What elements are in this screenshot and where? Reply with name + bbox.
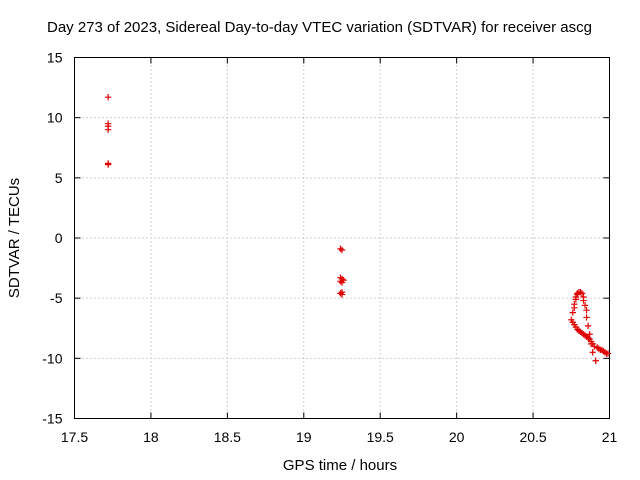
x-tick-label: 20.5 [519,429,546,445]
data-point [583,314,590,321]
data-point [337,278,344,285]
data-point [591,343,598,350]
data-point [569,309,577,316]
data-point [577,288,584,296]
data-point [604,350,612,357]
axis-ticks [74,57,610,419]
data-point [592,357,599,364]
data-point [581,302,589,309]
data-point [580,297,587,304]
y-tick-label: 5 [55,170,63,186]
data-points [104,94,612,364]
y-tick-label: 15 [47,50,63,66]
data-point [337,290,344,297]
x-tick-label: 18 [143,429,159,445]
data-point [104,126,112,133]
x-tick-label: 19.5 [367,429,394,445]
data-point [338,246,346,254]
data-point [571,300,578,308]
data-point [595,345,602,352]
data-point [584,322,592,330]
y-tick-labels: -15 -10 -5 0 5 10 15 [42,50,62,427]
grid-lines [74,57,610,419]
y-tick-label: -15 [42,411,62,427]
x-tick-label: 19 [296,429,312,445]
data-point [578,290,586,297]
x-tick-label: 17.5 [61,429,88,445]
x-tick-label: 18.5 [214,429,241,445]
data-point [104,94,112,101]
y-axis-title: SDTVAR / TECUs [6,178,23,298]
data-point [104,161,112,168]
data-point [584,334,592,342]
data-point [340,276,347,284]
y-tick-label: 0 [55,230,63,246]
x-tick-labels: 17.5 18 18.5 19 19.5 20 20.5 21 [61,429,618,445]
data-point [583,307,590,314]
y-tick-label: -10 [42,350,62,366]
data-point [601,349,609,356]
chart-title: Day 273 of 2023, Sidereal Day-to-day VTE… [47,19,592,36]
data-point [589,349,596,356]
y-tick-label: -5 [50,290,63,306]
data-point [337,245,344,253]
y-tick-label: 10 [47,110,63,126]
x-tick-label: 20 [449,429,465,445]
x-tick-label: 21 [602,429,618,445]
data-point [338,291,346,298]
x-axis-title: GPS time / hours [283,457,397,474]
